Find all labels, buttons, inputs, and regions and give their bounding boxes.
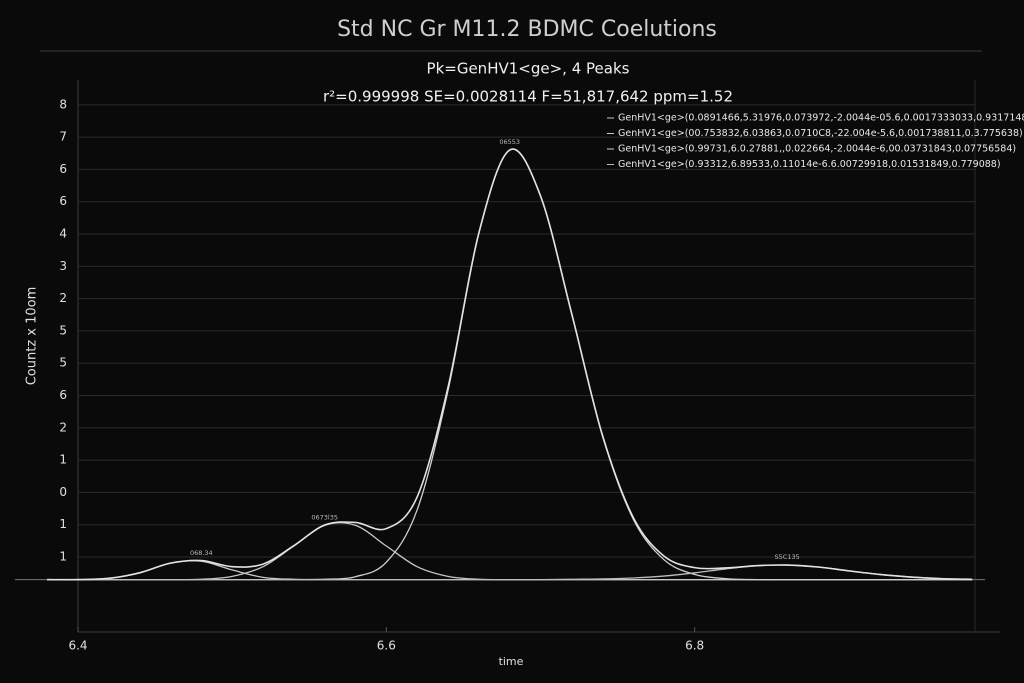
fit-stats: r²=0.999998 SE=0.0028114 F=51,817,642 pp… xyxy=(323,88,733,106)
x-tick-label: 6.6 xyxy=(377,639,396,653)
curve xyxy=(47,564,973,581)
peak-label: 0673l35 xyxy=(311,513,338,521)
y-tick-label: 2 xyxy=(59,291,67,305)
y-tick-label: 2 xyxy=(59,420,67,434)
chart-subtitle: Pk=GenHV1<ge>, 4 Peaks xyxy=(427,60,630,78)
x-tick-label: 6.8 xyxy=(685,639,704,653)
y-tick-label: 7 xyxy=(59,130,67,144)
y-tick-label: 1 xyxy=(59,517,67,531)
legend-label: GenHV1<ge>(00.753832,6.03863,0.0710C8,-2… xyxy=(618,128,1023,139)
y-tick-label: 6 xyxy=(59,194,67,208)
x-tick-label: 6.4 xyxy=(68,639,87,653)
y-tick-label: 6 xyxy=(59,162,67,176)
curve xyxy=(47,560,973,581)
curve xyxy=(47,522,973,581)
y-tick-label: 5 xyxy=(59,323,67,337)
peak-label: 06553 xyxy=(499,138,520,146)
y-tick-label: 5 xyxy=(59,356,67,370)
peak-label: 068.34 xyxy=(190,549,213,557)
y-tick-label: 8 xyxy=(59,97,67,111)
legend-label: GenHV1<ge>(0.0891466,5.31976,0.073972,-2… xyxy=(618,113,1024,124)
curve xyxy=(47,148,973,581)
y-tick-label: 0 xyxy=(59,485,67,499)
legend-label: GenHV1<ge>(0.93312,6.89533,0.11014e-6.6.… xyxy=(618,159,1001,170)
y-tick-label: 1 xyxy=(59,453,67,467)
y-axis-title: Countz x 10om xyxy=(25,287,40,386)
x-axis-title: time xyxy=(499,655,524,668)
legend-label: GenHV1<ge>(0.99731,6.0.27881,,0.022664,-… xyxy=(618,144,1016,155)
y-tick-label: 6 xyxy=(59,388,67,402)
chart-title: Std NC Gr M11.2 BDMC Coelutions xyxy=(337,17,717,42)
y-tick-label: 1 xyxy=(59,549,67,563)
peak-label: S5C135 xyxy=(775,553,800,561)
y-tick-label: 4 xyxy=(59,227,67,241)
y-tick-label: 3 xyxy=(59,259,67,273)
curve xyxy=(47,148,973,581)
